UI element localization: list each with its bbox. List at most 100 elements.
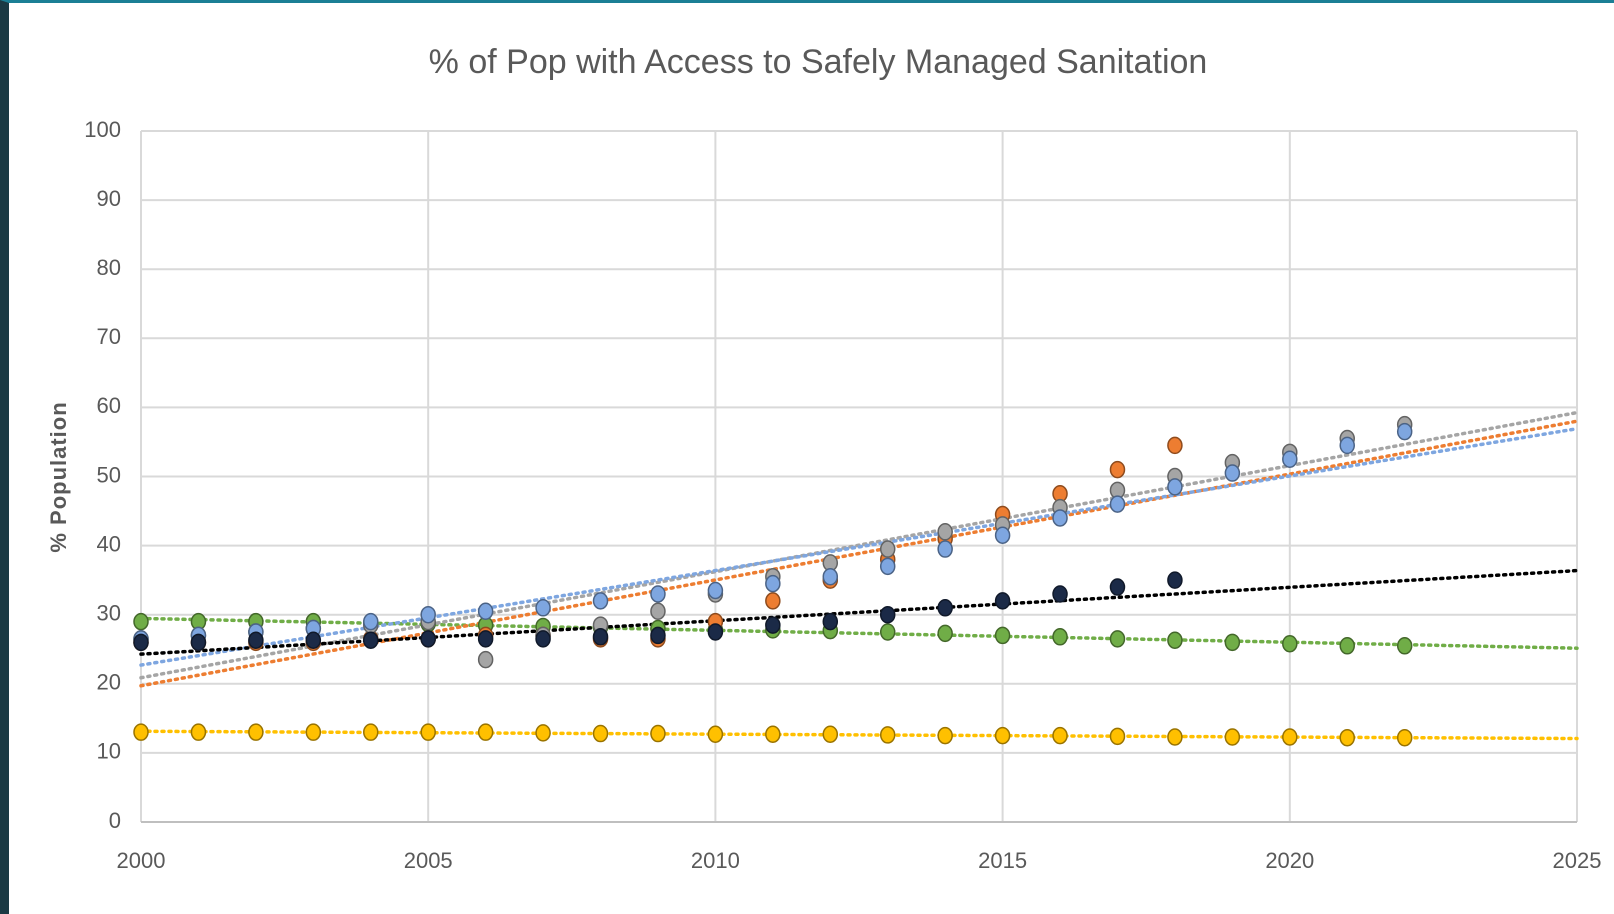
- data-point: [420, 605, 436, 624]
- x-tick-label: 2020: [1265, 848, 1314, 873]
- data-point: [707, 623, 724, 641]
- y-tick-label: 100: [84, 117, 121, 142]
- data-point: [994, 526, 1011, 544]
- data-point: [879, 557, 896, 576]
- trendline: [139, 568, 1579, 656]
- data-point: [1282, 450, 1298, 468]
- data-point: [133, 612, 149, 631]
- x-tick-label: 2005: [404, 848, 453, 873]
- chart-title: % of Pop with Access to Safely Managed S…: [429, 43, 1208, 81]
- data-point: [707, 581, 724, 600]
- data-point: [1396, 422, 1413, 441]
- data-point: [477, 650, 494, 669]
- data-point: [1109, 495, 1126, 513]
- data-point: [1167, 478, 1183, 496]
- y-tick-label: 50: [97, 462, 121, 487]
- data-point: [822, 567, 839, 586]
- data-point: [879, 605, 896, 624]
- y-tick-label: 0: [109, 808, 121, 833]
- data-point: [420, 723, 436, 741]
- data-point: [650, 626, 666, 645]
- data-point: [1052, 585, 1068, 603]
- y-tick-label: 60: [97, 393, 121, 418]
- y-tick-label: 10: [97, 739, 121, 764]
- data-point: [1109, 460, 1126, 479]
- data-point: [937, 540, 953, 558]
- data-point: [879, 540, 896, 558]
- data-point: [1339, 728, 1355, 747]
- trendline: [139, 419, 1579, 688]
- data-point: [650, 602, 666, 620]
- data-point: [1167, 436, 1183, 455]
- data-point: [535, 599, 551, 617]
- data-point: [535, 630, 551, 648]
- y-tick-label: 40: [97, 531, 121, 556]
- data-point: [822, 612, 839, 631]
- y-tick-label: 80: [97, 255, 121, 280]
- data-point: [1167, 571, 1183, 589]
- data-point: [305, 723, 322, 741]
- y-tick-label: 70: [97, 324, 121, 349]
- data-point: [1282, 634, 1298, 653]
- data-point: [592, 592, 609, 610]
- x-tick-label: 2010: [691, 848, 740, 873]
- data-point: [937, 523, 953, 541]
- data-point: [1224, 633, 1241, 652]
- data-point: [1167, 631, 1183, 650]
- trendline: [139, 729, 1579, 741]
- data-point: [1224, 464, 1241, 482]
- data-point: [822, 725, 839, 743]
- y-tick-label: 90: [97, 186, 121, 211]
- data-point: [477, 723, 494, 741]
- data-point: [1109, 727, 1126, 746]
- data-point: [363, 612, 379, 631]
- data-point: [994, 592, 1011, 610]
- data-point: [363, 723, 379, 741]
- data-point: [190, 723, 207, 741]
- data-point: [535, 724, 551, 742]
- data-point: [248, 723, 264, 741]
- data-point: [1109, 578, 1126, 596]
- data-point: [133, 723, 149, 741]
- data-point: [994, 626, 1011, 645]
- data-point: [1052, 628, 1068, 646]
- y-axis-title: % Population: [46, 401, 71, 552]
- data-point: [937, 624, 953, 643]
- data-point: [592, 628, 609, 646]
- data-point: [994, 726, 1011, 745]
- data-point: [879, 726, 896, 744]
- data-point: [420, 630, 436, 648]
- data-point: [248, 631, 264, 650]
- data-point: [937, 599, 953, 617]
- data-point: [133, 633, 149, 652]
- data-point: [1396, 728, 1413, 747]
- data-point: [879, 623, 896, 641]
- data-point: [477, 630, 494, 648]
- data-point: [1052, 509, 1068, 527]
- data-point: [765, 592, 781, 610]
- data-point: [765, 616, 781, 634]
- data-point: [650, 724, 666, 743]
- x-tick-label: 2015: [978, 848, 1027, 873]
- data-point: [765, 574, 781, 593]
- x-tick-label: 2025: [1553, 848, 1602, 873]
- data-point: [592, 724, 609, 743]
- data-point: [363, 631, 379, 650]
- data-point: [1109, 630, 1126, 648]
- data-point: [305, 631, 322, 650]
- data-point: [707, 725, 724, 743]
- trendline: [139, 426, 1579, 667]
- data-point: [1167, 728, 1183, 746]
- data-point: [1224, 728, 1241, 746]
- data-point: [1339, 436, 1355, 455]
- data-point: [765, 725, 781, 743]
- data-point: [1396, 637, 1413, 655]
- data-point: [1282, 728, 1298, 746]
- data-point: [190, 633, 207, 652]
- data-point: [650, 585, 666, 603]
- data-point: [1339, 637, 1355, 655]
- data-point: [1052, 726, 1068, 745]
- data-point: [937, 726, 953, 745]
